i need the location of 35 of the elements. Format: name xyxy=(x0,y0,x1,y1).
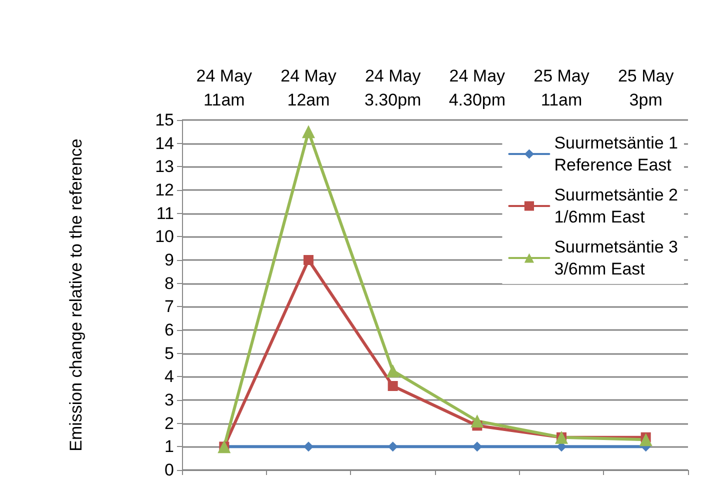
point xyxy=(386,364,400,378)
point xyxy=(304,442,314,452)
y-tick-label: 7 xyxy=(164,297,174,316)
point xyxy=(302,125,315,138)
point xyxy=(472,442,482,452)
x-tick-label: 24 May 4.30pm xyxy=(448,66,506,110)
point xyxy=(470,414,484,428)
y-tick-label: 2 xyxy=(164,414,174,433)
point xyxy=(388,442,398,452)
point xyxy=(388,381,398,391)
y-tick-label: 6 xyxy=(164,320,174,340)
y-tick-label: 13 xyxy=(155,157,174,176)
x-tick-label: 24 May 12am xyxy=(280,66,337,110)
point xyxy=(304,255,314,265)
point xyxy=(639,433,652,446)
y-tick-label: 9 xyxy=(164,250,174,270)
y-tick-label: 14 xyxy=(155,134,174,153)
y-tick-label: 10 xyxy=(155,227,174,246)
legend-label: Suurmetsäntie 2 1/6mm East xyxy=(554,186,678,226)
y-tick-label: 11 xyxy=(156,204,174,223)
y-tick-label: 8 xyxy=(164,274,174,293)
y-tick-label: 0 xyxy=(164,460,174,480)
y-tick-label: 1 xyxy=(164,437,174,456)
legend-label: Suurmetsäntie 3 3/6mm East xyxy=(554,238,678,278)
y-tick-label: 12 xyxy=(155,180,174,200)
x-tick-label: 24 May 3.30pm xyxy=(364,66,422,110)
y-tick-label: 4 xyxy=(164,367,174,386)
y-tick-label: 15 xyxy=(155,110,174,130)
y-tick-label: 5 xyxy=(164,344,174,363)
x-tick-label: 24 May 11am xyxy=(196,66,253,110)
y-tick-label: 3 xyxy=(164,390,174,410)
x-tick-label: 25 May 11am xyxy=(534,66,590,110)
y-axis-title: Emission change relative to the reference xyxy=(66,138,86,452)
x-tick-label: 25 May 3pm xyxy=(618,66,674,110)
legend-label: Suurmetsäntie 1 Reference East xyxy=(554,134,678,174)
